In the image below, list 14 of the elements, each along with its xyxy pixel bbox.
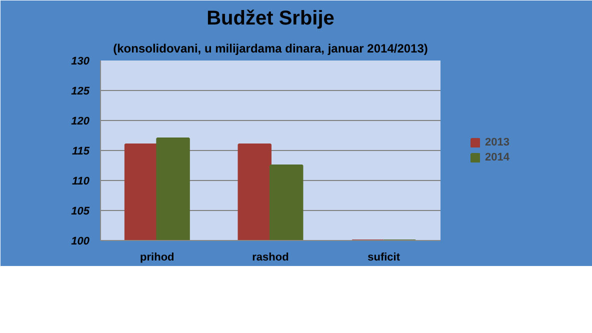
y-tick-label: 100 bbox=[71, 236, 90, 248]
x-tick-label: prihod bbox=[140, 252, 174, 264]
x-tick-label: rashod bbox=[252, 252, 289, 264]
y-tick-label: 130 bbox=[71, 56, 90, 68]
legend-label: 2014 bbox=[485, 152, 510, 164]
y-tick-label: 115 bbox=[72, 146, 90, 158]
chart-title: Budžet Srbije bbox=[206, 8, 334, 30]
chart-subtitle: (konsolidovani, u milijardama dinara, januar 2014/2013) bbox=[113, 42, 428, 56]
x-tick-label: suficit bbox=[368, 252, 400, 264]
y-tick-label: 120 bbox=[71, 116, 90, 128]
legend-label: 2013 bbox=[485, 136, 510, 148]
y-tick-label: 110 bbox=[72, 176, 90, 188]
y-tick-label: 125 bbox=[71, 86, 90, 98]
y-tick-label: 105 bbox=[71, 206, 90, 218]
